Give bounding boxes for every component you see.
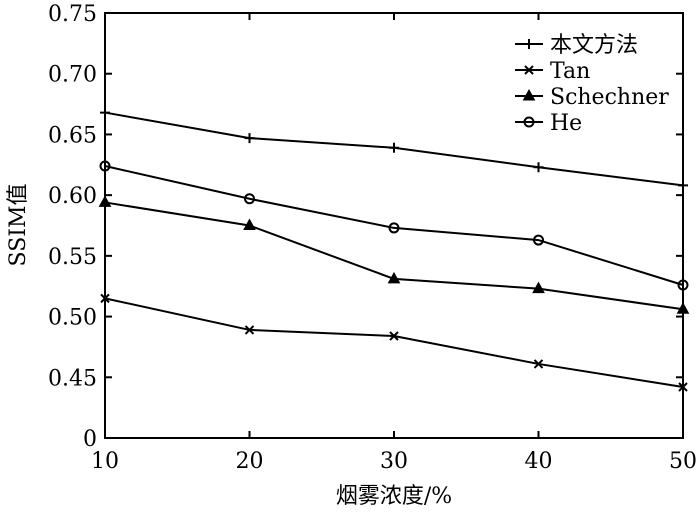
legend-marker (524, 65, 534, 75)
x-tick-label: 40 (525, 449, 553, 474)
data-point (244, 325, 255, 335)
legend-entry: Schechner (515, 85, 669, 110)
data-point (389, 331, 399, 341)
y-tick-label: 0.50 (48, 306, 97, 331)
data-point (244, 193, 255, 205)
series-0 (100, 107, 688, 191)
legend-label: 本文方法 (550, 33, 638, 58)
data-point (533, 234, 544, 246)
series-layer (98, 107, 690, 392)
legend-label: Tan (550, 59, 590, 84)
data-point (533, 359, 544, 369)
legend-marker (524, 39, 534, 49)
legend-label: Schechner (550, 85, 669, 110)
x-axis-label: 烟雾浓度/% (336, 484, 452, 509)
axis-ticks: 10 20 30 40 50 0 0.45 0.50 0.55 0.60 0.65 0.70 0.75 (48, 2, 697, 474)
y-tick-label: 0.60 (48, 184, 97, 209)
legend-entry: 本文方法 (515, 33, 638, 58)
legend-marker (523, 116, 535, 128)
series-line (104, 165, 684, 286)
y-tick-label: 0.75 (48, 2, 97, 27)
x-tick-label: 10 (91, 449, 119, 474)
data-point (387, 271, 401, 284)
series-2 (98, 195, 690, 314)
legend-label: He (550, 111, 582, 136)
data-point (389, 142, 399, 153)
plot-frame (104, 12, 684, 439)
legend-entry: He (515, 111, 582, 136)
y-axis-label: SSIM值 (6, 184, 31, 267)
series-line (104, 297, 684, 388)
series-1 (100, 293, 688, 392)
y-tick-label: 0.45 (48, 366, 97, 391)
data-point (532, 281, 545, 294)
x-tick-label: 50 (669, 449, 697, 474)
series-line (104, 201, 684, 311)
x-tick-label: 20 (236, 449, 264, 474)
y-tick-label: 0 (83, 427, 97, 452)
data-point (244, 133, 255, 144)
y-tick-label: 0.70 (48, 63, 97, 88)
legend-entry: Tan (515, 59, 590, 84)
legend-marker (522, 88, 536, 101)
data-point (243, 218, 256, 230)
y-tick-label: 0.65 (48, 123, 97, 148)
data-point (388, 222, 400, 234)
y-tick-label: 0.55 (48, 245, 97, 270)
data-point (533, 162, 544, 173)
x-tick-label: 30 (380, 449, 408, 474)
series-3 (99, 160, 689, 291)
